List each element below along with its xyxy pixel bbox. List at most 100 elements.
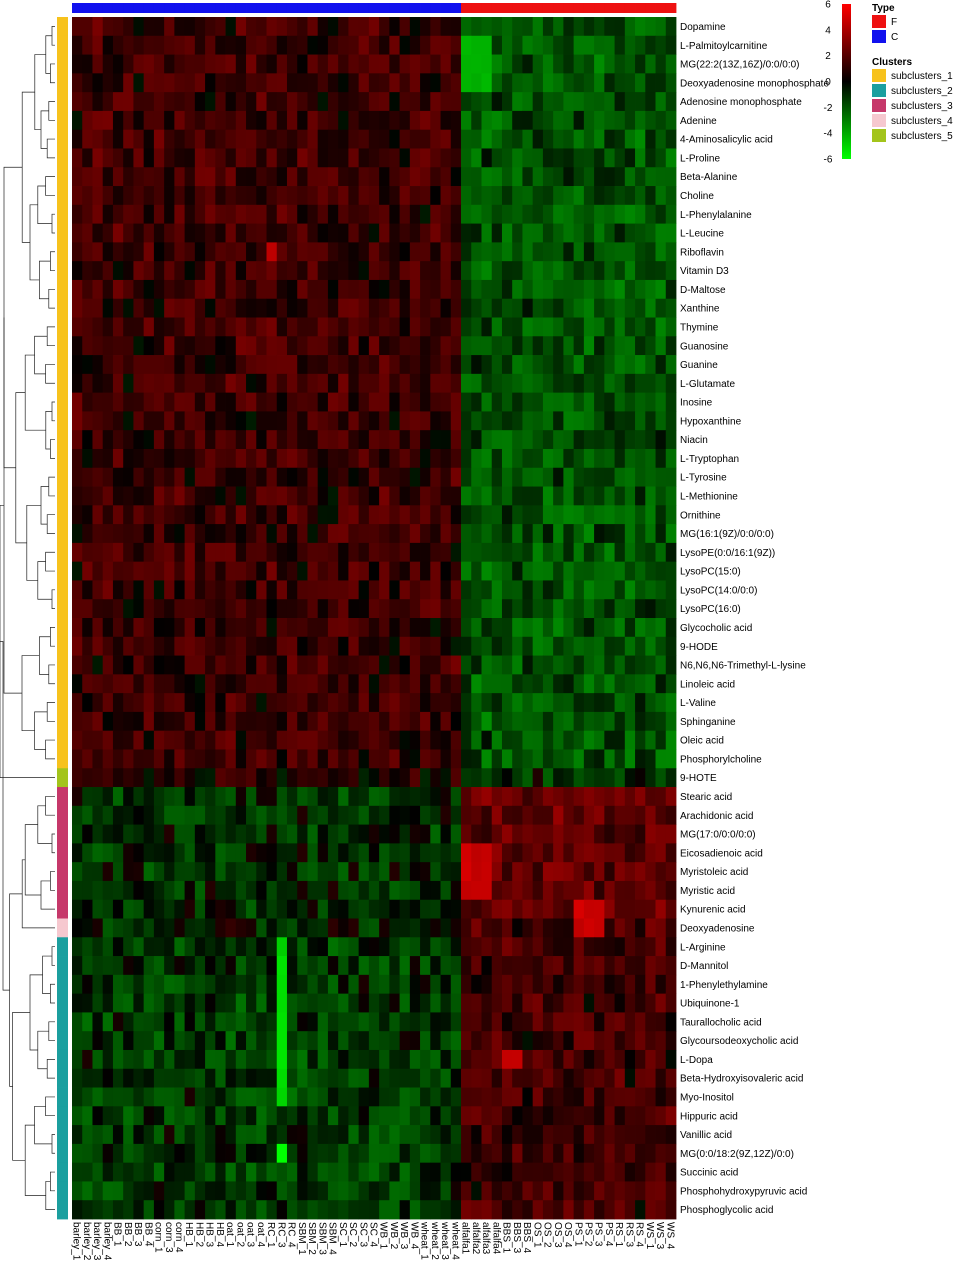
heat-cell-linoleic-acid-wheat-4 <box>450 674 462 694</box>
heat-cell-sphinganine-barley-4 <box>102 711 114 732</box>
heat-cell-choline-wb-4 <box>409 186 421 206</box>
heat-cell-guanine-rc-1 <box>266 355 278 375</box>
heat-cell-oleic-acid-alfalfa1 <box>461 730 472 750</box>
heat-cell-deoxyadenosine-wheat-1 <box>420 918 431 938</box>
heat-cell-lysope-0-0-16-1-9z-barley-3 <box>92 542 104 563</box>
heat-cell-vanillic-acid-rc-4 <box>286 1125 298 1145</box>
heat-cell-hippuric-acid-sbm-4 <box>327 1106 339 1126</box>
heat-cell-phosphoglycolic-acid-sbm-1 <box>297 1200 308 1220</box>
heat-cell-glycoursodeoxycholic-acid-wb-4 <box>409 1031 421 1051</box>
heat-cell-hippuric-acid-bbs-3 <box>512 1106 523 1126</box>
heat-cell-lysope-0-0-16-1-9z-ws-3 <box>655 542 667 563</box>
heat-cell-d-maltose-wb-4 <box>409 279 421 300</box>
heat-cell-deoxyadenosine-monophosphate-ps-4 <box>604 73 615 93</box>
heat-cell-beta-alanine-os-3 <box>553 167 564 187</box>
heat-cell-mg-17-0-0-0-0-0-wb-1 <box>379 824 390 844</box>
heat-cell-ubiquinone-1-wheat-3 <box>440 993 452 1013</box>
heat-cell-adenine-rs-3 <box>624 110 636 131</box>
heat-cell-arachidonic-acid-wb-4 <box>409 805 421 825</box>
heat-cell-xanthine-wb-2 <box>389 298 400 318</box>
heat-cell-ubiquinone-1-ps-2 <box>583 993 595 1013</box>
heat-cell-dopamine-bb-1 <box>112 17 124 37</box>
heat-cell-d-mannitol-alfalfa3 <box>481 956 493 976</box>
dendrogram-link-1 <box>50 63 55 84</box>
col-label-sc-1: SC_1 <box>337 1222 348 1247</box>
heat-cell-l-leucine-os-3 <box>553 223 564 243</box>
cluster-bar-9-hote <box>57 768 68 788</box>
heat-cell-arachidonic-acid-ps-3 <box>594 805 605 825</box>
heat-cell-stearic-acid-ws-3 <box>655 787 667 807</box>
heat-cell-dopamine-hb-4 <box>215 17 226 37</box>
heat-cell-xanthine-hb-2 <box>194 298 206 318</box>
heat-cell-lysopc-16-0-rc-3 <box>276 599 288 619</box>
heat-cell-lysopc-14-0-0-0-rs-3 <box>624 580 636 600</box>
heat-cell-l-tyrosine-alfalfa4 <box>491 467 503 487</box>
heat-cell-kynurenic-acid-alfalfa4 <box>491 899 503 919</box>
heat-cell-4-aminosalicylic-acid-sbm-2 <box>307 129 319 149</box>
heat-cell-lysope-0-0-16-1-9z-sbm-2 <box>307 542 319 563</box>
dendrogram-link-19 <box>45 739 55 760</box>
dendrogram-link-54 <box>34 1105 52 1145</box>
heat-cell-l-tryptophan-barley-4 <box>102 448 114 469</box>
heat-cell-phosphohydroxypyruvic-acid-wheat-4 <box>450 1181 462 1201</box>
heat-cell-deoxyadenosine-alfalfa2 <box>471 918 482 938</box>
heat-cell-succinic-acid-hb-4 <box>215 1162 226 1182</box>
heat-cell-vitamin-d3-wb-3 <box>399 261 411 281</box>
heat-cell-succinic-acid-wheat-4 <box>450 1162 462 1182</box>
heat-cell-guanine-alfalfa1 <box>461 355 472 375</box>
heat-cell-choline-bb-4 <box>143 186 155 206</box>
heat-cell-d-maltose-sc-4 <box>368 279 380 300</box>
heat-cell-hippuric-acid-barley-2 <box>82 1106 93 1126</box>
heat-cell-l-phenylalanine-rs-4 <box>635 204 646 224</box>
heat-cell-inosine-hb-4 <box>215 392 226 412</box>
heat-cell-l-tryptophan-wheat-4 <box>450 448 462 469</box>
heat-cell-ubiquinone-1-oat-4 <box>256 993 267 1013</box>
heat-cell-l-methionine-os-4 <box>563 486 575 506</box>
heat-cell-xanthine-wheat-2 <box>430 298 441 318</box>
heat-cell-adenosine-monophosphate-barley-4 <box>102 92 114 112</box>
heat-cell-ubiquinone-1-ws-1 <box>645 993 656 1013</box>
heat-cell-oleic-acid-bb-3 <box>133 730 145 750</box>
heat-cell-n6-n6-n6-trimethyl-l-lysine-sbm-1 <box>297 655 308 675</box>
cluster-bar-n6-n6-n6-trimethyl-l-lysine <box>57 655 68 675</box>
heat-cell-1-phenylethylamine-bb-2 <box>123 974 134 995</box>
heat-cell-inosine-oat-3 <box>246 392 257 412</box>
heat-cell-l-dopa-corn-3 <box>164 1049 175 1070</box>
heat-cell-myo-inositol-rc-4 <box>286 1087 298 1107</box>
heat-cell-9-hode-corn-3 <box>164 636 175 656</box>
heat-cell-l-dopa-wheat-2 <box>430 1049 441 1070</box>
heat-cell-taurallocholic-acid-bb-2 <box>123 1012 134 1032</box>
heat-cell-ubiquinone-1-bb-1 <box>112 993 124 1013</box>
heat-cell-l-tryptophan-sc-1 <box>338 448 349 469</box>
heat-cell-l-palmitoylcarnitine-bb-4 <box>143 35 155 55</box>
heat-cell-glycoursodeoxycholic-acid-bbs-3 <box>512 1031 523 1051</box>
heat-cell-linoleic-acid-rs-1 <box>614 674 626 694</box>
heat-cell-mg-0-0-18-2-9z-12z-0-0-rs-1 <box>614 1143 626 1164</box>
heat-cell-lysopc-14-0-0-0-ps-1 <box>573 580 585 600</box>
row-label-l-glutamate: L-Glutamate <box>680 379 735 390</box>
heat-cell-myristic-acid-sc-3 <box>358 880 370 901</box>
heat-cell-hippuric-acid-sc-4 <box>368 1106 380 1126</box>
row-label-linoleic-acid: Linoleic acid <box>680 679 735 690</box>
cluster-bar-beta-alanine <box>57 167 68 187</box>
heat-cell-l-glutamate-bb-4 <box>143 373 155 394</box>
heat-cell-9-hode-os-4 <box>563 636 575 656</box>
heat-cell-mg-16-1-9z-0-0-0-0-sc-4 <box>368 524 380 544</box>
heat-cell-l-glutamate-wheat-1 <box>420 373 431 394</box>
heat-cell-deoxyadenosine-monophosphate-rc-3 <box>276 73 288 93</box>
heat-cell-xanthine-barley-2 <box>82 298 93 318</box>
heat-cell-ornithine-bb-2 <box>123 505 134 525</box>
heat-cell-kynurenic-acid-alfalfa1 <box>461 899 472 919</box>
heat-cell-myo-inositol-sbm-2 <box>307 1087 319 1107</box>
heat-cell-mg-22-2-13z-16z-0-0-0-0-ps-1 <box>573 54 585 74</box>
heat-cell-myristoleic-acid-oat-3 <box>246 862 257 882</box>
heat-cell-adenine-sc-3 <box>358 110 370 131</box>
heat-cell-linoleic-acid-os-3 <box>553 674 564 694</box>
heat-cell-adenine-oat-2 <box>235 110 247 131</box>
heat-cell-myristic-acid-hb-3 <box>205 880 216 901</box>
heat-cell-vanillic-acid-rs-4 <box>635 1125 646 1145</box>
heat-cell-kynurenic-acid-hb-1 <box>184 899 196 919</box>
heat-cell-adenine-hb-1 <box>184 110 196 131</box>
heat-cell-xanthine-ws-4 <box>665 298 677 318</box>
heat-cell-adenine-oat-3 <box>246 110 257 131</box>
